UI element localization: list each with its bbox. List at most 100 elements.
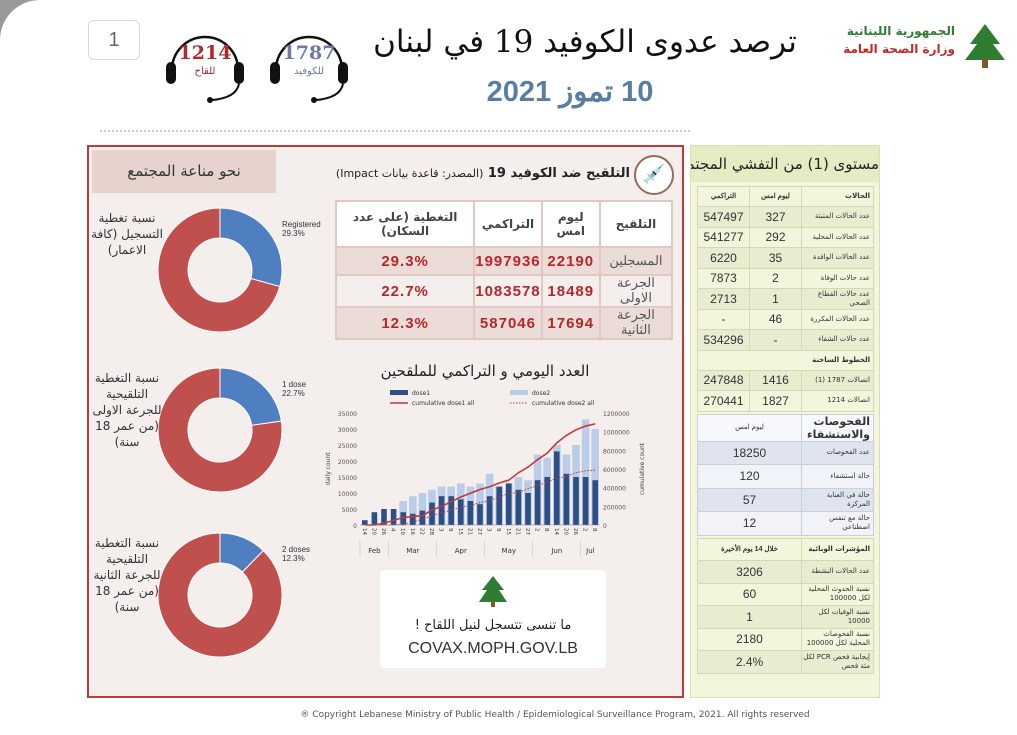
page-number-box[interactable]: 1 xyxy=(88,20,140,60)
table-row: عدد الحالات المثبتة 327 547497 xyxy=(697,206,874,228)
column-header: ليوم امس xyxy=(697,413,802,442)
table-cell: 1083578 xyxy=(473,274,543,308)
x-tick-label: 9 xyxy=(495,528,501,532)
table-cell: - xyxy=(697,308,750,330)
legend-percent: 29.3% xyxy=(282,229,305,238)
y-tick-label: 10000 xyxy=(338,491,357,498)
y2-axis-label: cumulative count xyxy=(639,442,646,495)
table-cell: 1997936 xyxy=(473,246,543,276)
ministry-line2: وزارة الصحة العامة xyxy=(843,42,955,56)
y2-tick-label: 1000000 xyxy=(603,430,630,437)
table-cell: 1827 xyxy=(749,390,802,412)
table-row: المؤشرات الوبائية خلال 14 يوم الأخيرة xyxy=(697,537,874,561)
table-row: عدد الحالات المحلية 292 541277 xyxy=(697,226,874,248)
vaccination-title: التلقيح ضد الكوفيد 19 (المصدر: قاعدة بيا… xyxy=(296,166,630,181)
column-header: ليوم امس xyxy=(540,200,601,248)
hotline-number: 1787 xyxy=(282,42,336,64)
table-row: عدد حالات القطاع الصحي 1 2713 xyxy=(697,288,874,310)
table-row: المسجلين 22190 1997936 29.3% xyxy=(334,246,674,276)
row-label: عدد الحالات المثبتة xyxy=(801,206,874,228)
month-label: Jun xyxy=(550,547,562,555)
table-row: عدد الفحوصات 18250 xyxy=(697,440,874,465)
bar-dose1 xyxy=(410,513,416,525)
y2-tick-label: 1200000 xyxy=(603,411,630,418)
vaccination-table: التلقيح ليوم امس التراكمي التغطية (على عدد … xyxy=(334,200,674,340)
table-cell: 247848 xyxy=(697,369,750,391)
bar-dose1 xyxy=(419,510,426,525)
x-tick-label: 21 xyxy=(466,528,472,535)
hotline-number: 1214 xyxy=(178,42,232,64)
chart-title: العدد اليومي و التراكمي للملقحين xyxy=(380,362,590,380)
bar-dose1 xyxy=(515,489,522,525)
row-label: نسبة الفحوصات المحلية لكل 100000 xyxy=(801,627,874,651)
legend-label: cumulative dose2 all xyxy=(532,400,595,407)
community-immunity-title: نحو مناعة المجتمع xyxy=(92,150,276,193)
row-label: حالة استشفاء xyxy=(801,464,874,489)
bar-dose1 xyxy=(381,509,387,525)
y2-tick-label: 400000 xyxy=(603,486,626,493)
legend-swatch-dose2 xyxy=(510,390,528,395)
column-header: خلال 14 يوم الأخيرة xyxy=(697,537,802,561)
legend-label: cumulative dose1 all xyxy=(412,400,475,407)
row-label: عدد الحالات المكررة xyxy=(801,308,874,330)
bar-dose1 xyxy=(448,496,454,525)
page-title: ترصد عدوى الكوفيد 19 في لبنان xyxy=(373,24,797,60)
x-tick-label: 8 xyxy=(543,528,549,532)
bar-dose1 xyxy=(525,493,531,525)
table-cell: 534296 xyxy=(697,329,750,351)
ministry-line1: الجمهورية اللبنانية xyxy=(846,24,955,38)
donut-slice-filled xyxy=(219,367,282,426)
hotline-1214-badge: 1214 للقاح xyxy=(160,20,250,104)
table-cell: 2713 xyxy=(697,288,750,310)
legend-label: 2 doses xyxy=(282,545,311,554)
donut-legend: 1 dose 22.7% xyxy=(282,380,306,398)
table-cell: 17694 xyxy=(540,306,601,340)
vaccine-syringe-icon: 💉 xyxy=(634,155,674,195)
y-axis-label: daily count xyxy=(325,452,332,486)
table-row: عدد الحالات النشطة 3206 xyxy=(697,560,874,584)
table-row: الفحوصات والاستشفاء ليوم امس xyxy=(697,413,874,442)
month-label: Apr xyxy=(455,547,467,555)
divider xyxy=(100,130,690,132)
x-tick-label: 4 xyxy=(390,528,396,532)
cedar-logo-icon xyxy=(479,576,507,607)
bar-dose1 xyxy=(467,501,474,525)
column-header: الفحوصات والاستشفاء xyxy=(801,413,874,442)
y-tick-label: 25000 xyxy=(338,443,357,450)
row-label: الجرعة الاولى xyxy=(598,274,674,308)
y-tick-label: 5000 xyxy=(342,507,357,514)
legend-swatch-dose1 xyxy=(390,390,408,395)
y-tick-label: 35000 xyxy=(338,411,357,418)
donut-legend: Registered 29.3% xyxy=(282,220,321,238)
table-cell: 12.3% xyxy=(334,306,476,340)
cases-table: الحالات ليوم امس التراكمي عدد الحالات المثب… xyxy=(697,186,874,412)
table-cell: 46 xyxy=(749,308,802,330)
legend-label: dose2 xyxy=(532,390,550,397)
covax-url-link[interactable]: COVAX.MOPH.GOV.LB xyxy=(408,640,578,657)
legend-percent: 12.3% xyxy=(282,554,305,563)
row-label: المسجلين xyxy=(598,246,674,276)
y-tick-label: 0 xyxy=(353,523,357,530)
column-header: التغطية (على عدد السكان) xyxy=(334,200,476,248)
bar-dose1 xyxy=(438,496,445,525)
row-label: إيجابية فحص PCR لكل مئة فحص xyxy=(801,650,874,674)
vaccination-chart: 0 5000 10000 15000 20000 25000 30000 35000 0 2000… xyxy=(325,390,646,557)
x-tick-label: 15 xyxy=(505,528,511,535)
hotline-label: للقاح xyxy=(194,66,216,77)
table-cell: 35 xyxy=(749,247,802,269)
covax-banner[interactable]: ما تنسى تتسجل لنيل اللقاح ! COVAX.MOPH.G… xyxy=(380,570,606,668)
row-label: عدد الحالات المحلية xyxy=(801,226,874,248)
ministry-name: الجمهورية اللبنانية وزارة الصحة العامة xyxy=(830,22,955,58)
bar-dose1 xyxy=(582,477,589,525)
table-row: عدد حالات الوفاة 2 7873 xyxy=(697,267,874,289)
row-label: حالة في العناية المركزة xyxy=(801,487,874,512)
column-header: التلقيح xyxy=(598,200,674,248)
row-label: نسبة الوفيات لكل 10000 xyxy=(801,605,874,629)
x-tick-label: 10 xyxy=(399,528,405,535)
column-header: المؤشرات الوبائية xyxy=(801,537,874,561)
month-label: May xyxy=(502,547,516,555)
row-label: عدد الحالات الوافدة xyxy=(801,247,874,269)
table-cell: 12 xyxy=(697,511,802,536)
column-header: الحالات xyxy=(801,186,874,207)
